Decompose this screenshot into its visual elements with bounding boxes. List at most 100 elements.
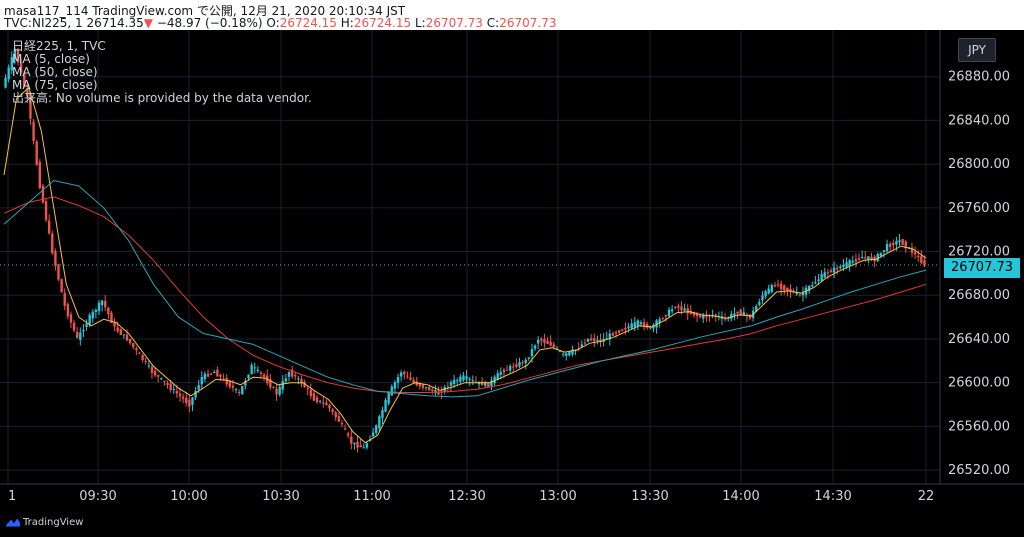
- candle-body: [465, 376, 468, 380]
- candle-body: [580, 344, 584, 348]
- candle-body: [848, 260, 851, 266]
- footer-bar: [0, 513, 1024, 537]
- candle-body: [334, 412, 337, 418]
- candle-body: [695, 314, 699, 317]
- candle-body: [680, 306, 683, 311]
- candle-body: [32, 121, 35, 141]
- candle-body: [698, 315, 702, 318]
- candle-body: [605, 338, 608, 340]
- candle-body: [237, 391, 241, 393]
- candle-body: [132, 343, 135, 348]
- candle-body: [533, 345, 537, 349]
- candle-body: [839, 266, 842, 269]
- candle-body: [178, 393, 182, 397]
- candle-body: [54, 251, 57, 266]
- candle-body: [284, 378, 288, 382]
- candle-body: [138, 352, 141, 354]
- candle-body: [624, 327, 627, 330]
- candle-body: [745, 314, 749, 316]
- candle-body: [617, 330, 621, 333]
- x-tick-label: 1: [8, 489, 16, 504]
- currency-button[interactable]: JPY: [958, 38, 996, 62]
- candles-layer: [4, 47, 926, 453]
- last-price: 26714.35: [86, 16, 144, 30]
- candle-body: [191, 397, 194, 405]
- candle-body: [153, 370, 157, 376]
- x-tick-label: 13:30: [631, 489, 668, 504]
- candle-body: [219, 374, 222, 377]
- chart-header: masa117_114 TradingView.com で公開, 12月 21,…: [0, 0, 1024, 30]
- candle-body: [593, 338, 596, 342]
- ma75-line: [3, 196, 927, 393]
- candle-body: [658, 319, 661, 324]
- candle-body: [459, 376, 462, 382]
- legend-volume: 出来高: No volume is provided by the data v…: [12, 91, 312, 105]
- legend-ma75: MA (75, close): [12, 78, 98, 92]
- candle-body: [898, 240, 901, 243]
- symbol-label: TVC:NI225, 1: [4, 16, 83, 30]
- candle-body: [786, 287, 789, 291]
- y-tick-label: 26680.00: [948, 288, 1010, 303]
- candle-body: [431, 389, 434, 391]
- candle-body: [100, 300, 104, 306]
- candle-body: [337, 416, 341, 422]
- candle-body: [60, 279, 63, 293]
- candle-body: [66, 304, 70, 317]
- candle-body: [160, 378, 163, 380]
- candle-body: [801, 292, 805, 296]
- candle-body: [113, 322, 116, 327]
- candle-body: [13, 49, 17, 60]
- candle-body: [864, 257, 867, 259]
- candle-body: [795, 292, 798, 295]
- chart-background: [0, 30, 1024, 513]
- candle-body: [714, 314, 717, 317]
- candle-body: [540, 338, 543, 341]
- candle-body: [490, 380, 493, 387]
- candle-body: [29, 100, 32, 119]
- candle-body: [702, 314, 705, 319]
- candle-body: [23, 73, 26, 87]
- price-chart[interactable]: 26520.00 26560.00 26600.00 26640.00 26680.00…: [0, 30, 1024, 513]
- candle-body: [667, 309, 671, 317]
- candle-body: [188, 399, 191, 407]
- candle-body: [895, 240, 898, 245]
- candle-body: [807, 285, 811, 291]
- candle-body: [328, 404, 331, 409]
- candle-body: [870, 256, 873, 260]
- candle-body: [686, 308, 689, 314]
- candle-body: [854, 259, 858, 262]
- candle-body: [144, 361, 147, 363]
- candle-body: [674, 307, 677, 309]
- candle-body: [611, 333, 615, 336]
- candle-body: [524, 359, 527, 364]
- candle-body: [798, 294, 802, 296]
- candle-body: [231, 385, 235, 388]
- candle-body: [403, 371, 406, 375]
- candle-body: [172, 389, 175, 391]
- candle-body: [399, 372, 403, 377]
- candle-body: [350, 436, 353, 444]
- tradingview-logo[interactable]: TradingView: [6, 517, 83, 528]
- candle-body: [770, 284, 774, 292]
- candle-body: [287, 372, 291, 377]
- candle-body: [381, 410, 384, 419]
- x-tick-label: 12:30: [448, 489, 485, 504]
- candle-body: [879, 252, 883, 256]
- candle-body: [82, 330, 85, 332]
- candle-body: [156, 375, 160, 377]
- candle-body: [515, 364, 518, 367]
- candle-body: [583, 342, 587, 344]
- candle-body: [197, 385, 200, 390]
- time-axis: 1 09:30 10:00 10:30 11:00 12:30 13:00 13:30 14:0…: [8, 489, 934, 504]
- candle-body: [359, 445, 362, 448]
- candle-body: [88, 315, 91, 325]
- candle-body: [390, 386, 394, 396]
- candle-body: [51, 233, 54, 254]
- ma5-line: [3, 86, 927, 444]
- candle-body: [642, 322, 646, 328]
- candle-body: [761, 295, 764, 301]
- candle-body: [552, 344, 555, 348]
- high-label: H:: [340, 16, 354, 30]
- last-price-tag: 26707.73: [944, 258, 1020, 278]
- candle-body: [94, 309, 98, 312]
